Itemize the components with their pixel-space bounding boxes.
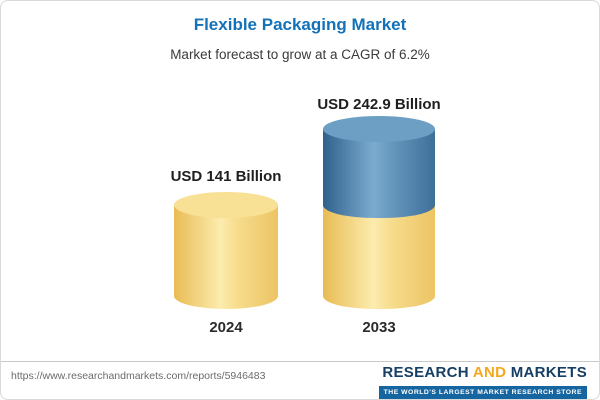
cylinder-2033 <box>323 116 435 309</box>
cylinder-2024-top <box>174 191 278 218</box>
cylinder-2033-growth <box>323 116 435 218</box>
logo-word-markets: MARKETS <box>510 364 587 381</box>
researchandmarkets-logo: RESEARCH AND MARKETS THE WORLD'S LARGEST… <box>378 364 587 399</box>
x-axis-label-2033: 2033 <box>362 319 396 336</box>
logo-word-research: RESEARCH <box>382 364 469 381</box>
footer-divider <box>1 361 599 362</box>
logo-word-and: AND <box>472 364 507 381</box>
logo-wordmark: RESEARCH AND MARKETS <box>379 364 587 381</box>
cylinder-2033-top <box>323 116 435 143</box>
report-url-link[interactable]: https://www.researchandmarkets.com/repor… <box>11 370 266 382</box>
value-label-2033: USD 242.9 Billion <box>317 96 441 113</box>
cylinder-2033-base <box>323 204 435 309</box>
chart-title: Flexible Packaging Market <box>193 15 407 34</box>
cylinder-2024 <box>174 191 278 309</box>
cylinder-2024-body <box>174 191 278 309</box>
chart-subtitle: Market forecast to grow at a CAGR of 6.2… <box>170 47 430 62</box>
x-axis-label-2024: 2024 <box>209 319 243 336</box>
logo-tagline: THE WORLD'S LARGEST MARKET RESEARCH STOR… <box>378 386 587 399</box>
value-label-2024: USD 141 Billion <box>170 168 282 185</box>
